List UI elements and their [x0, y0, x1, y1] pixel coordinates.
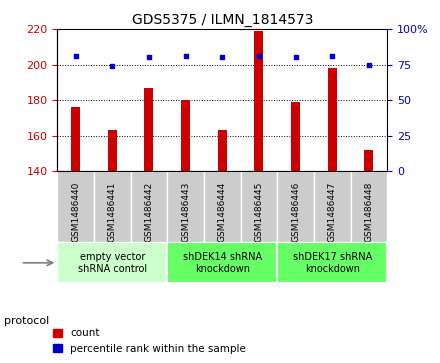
Bar — [94, 171, 131, 242]
Title: GDS5375 / ILMN_1814573: GDS5375 / ILMN_1814573 — [132, 13, 313, 26]
Point — [109, 63, 116, 69]
Bar — [254, 31, 264, 171]
Text: GSM1486446: GSM1486446 — [291, 182, 300, 242]
Bar — [218, 130, 227, 171]
Point — [365, 62, 372, 68]
Text: GSM1486442: GSM1486442 — [144, 182, 154, 242]
Bar — [314, 171, 351, 242]
Bar — [277, 242, 387, 283]
Text: GSM1486441: GSM1486441 — [108, 182, 117, 242]
Text: shDEK14 shRNA
knockdown: shDEK14 shRNA knockdown — [183, 252, 262, 274]
Point — [329, 53, 336, 59]
Point — [292, 54, 299, 60]
Point — [255, 53, 262, 59]
Text: GSM1486444: GSM1486444 — [218, 182, 227, 242]
Bar — [241, 171, 277, 242]
Text: protocol: protocol — [4, 316, 50, 326]
Bar — [351, 171, 387, 242]
Point — [145, 54, 152, 60]
Text: GSM1486440: GSM1486440 — [71, 182, 80, 242]
Point — [182, 53, 189, 59]
Text: GSM1486448: GSM1486448 — [364, 182, 374, 242]
Bar — [167, 242, 277, 283]
Text: GSM1486447: GSM1486447 — [328, 182, 337, 242]
Text: shDEK17 shRNA
knockdown: shDEK17 shRNA knockdown — [293, 252, 372, 274]
Text: empty vector
shRNA control: empty vector shRNA control — [77, 252, 147, 274]
Text: GSM1486443: GSM1486443 — [181, 182, 190, 242]
Bar — [71, 107, 80, 171]
Bar — [108, 130, 117, 171]
Bar — [131, 171, 167, 242]
Bar — [277, 171, 314, 242]
Bar — [364, 150, 374, 171]
Bar — [57, 171, 94, 242]
Text: GSM1486445: GSM1486445 — [254, 182, 264, 242]
Bar — [328, 68, 337, 171]
Bar — [167, 171, 204, 242]
Bar — [291, 102, 300, 171]
Point — [72, 53, 79, 59]
Bar — [144, 88, 154, 171]
Bar — [204, 171, 241, 242]
Bar — [181, 100, 190, 171]
Legend: count, percentile rank within the sample: count, percentile rank within the sample — [49, 324, 250, 358]
Point — [219, 54, 226, 60]
Bar — [57, 242, 167, 283]
